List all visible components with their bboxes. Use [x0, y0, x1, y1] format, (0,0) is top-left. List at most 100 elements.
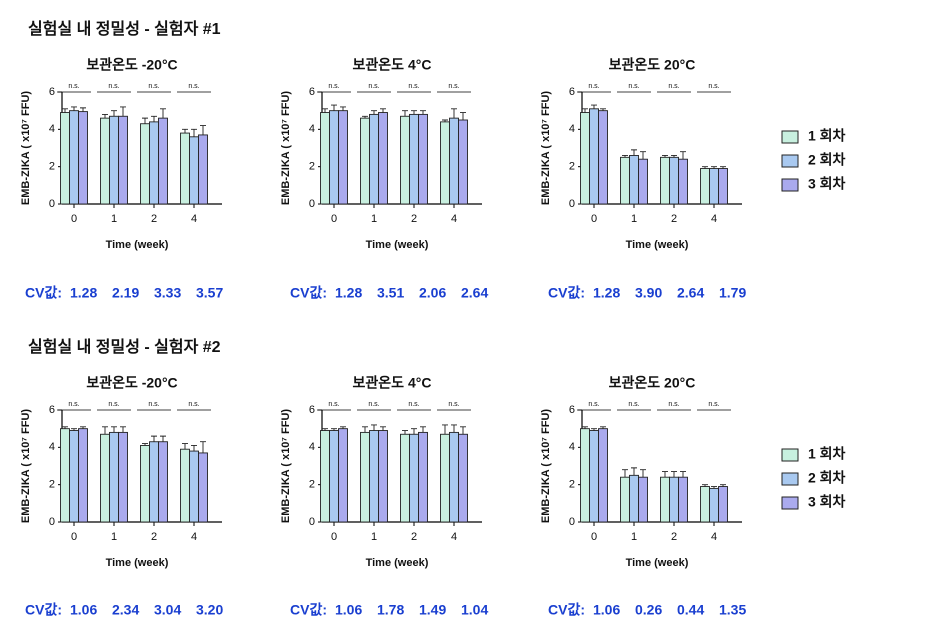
cv-value: 1.35 — [719, 602, 746, 618]
bar — [60, 112, 70, 205]
section-title: 실험실 내 정밀성 - 실험자 #1 — [28, 19, 221, 38]
bar — [580, 112, 590, 205]
cv-value: 1.49 — [419, 602, 446, 618]
cv-value: 3.04 — [154, 602, 181, 618]
y-tick-label: 2 — [49, 161, 55, 173]
x-axis-label: Time (week) — [106, 557, 169, 569]
error-bar — [631, 467, 637, 476]
bar — [60, 428, 70, 523]
bar — [678, 476, 688, 523]
x-tick-label: 0 — [331, 531, 337, 543]
significance-label: n.s. — [108, 401, 119, 408]
error-bar — [582, 108, 588, 113]
x-tick-label: 1 — [371, 531, 377, 543]
cv-label: CV값: — [25, 602, 62, 618]
error-bar — [371, 110, 377, 115]
x-tick-label: 1 — [631, 531, 637, 543]
error-bar — [720, 484, 726, 487]
significance-label: n.s. — [628, 401, 639, 408]
bar — [598, 428, 608, 523]
significance-label: n.s. — [708, 401, 719, 408]
error-bar — [80, 426, 86, 429]
error-bar — [111, 110, 117, 117]
bar — [140, 445, 150, 523]
x-tick-label: 0 — [591, 531, 597, 543]
bar — [369, 430, 379, 523]
error-bar — [62, 426, 68, 429]
bar — [100, 433, 110, 523]
x-tick-label: 4 — [191, 213, 197, 225]
legend-swatch — [781, 154, 799, 168]
cv-value: 0.44 — [677, 602, 704, 618]
error-bar — [702, 166, 708, 169]
bar — [700, 486, 710, 523]
bar — [158, 441, 168, 523]
bar — [78, 428, 88, 523]
bar — [158, 117, 168, 205]
chart-title: 보관온도 20°C — [609, 375, 696, 391]
bar — [109, 115, 119, 205]
error-bar — [80, 107, 86, 112]
y-tick-label: 0 — [569, 516, 575, 528]
y-tick-label: 6 — [569, 86, 575, 98]
y-tick-label: 2 — [309, 479, 315, 491]
cv-value: 3.51 — [377, 285, 404, 301]
error-bar — [102, 426, 108, 435]
error-bar — [111, 426, 117, 433]
bar — [449, 431, 459, 523]
x-tick-label: 4 — [711, 531, 717, 543]
error-bar — [591, 428, 597, 431]
error-bar — [380, 426, 386, 431]
x-axis-label: Time (week) — [626, 239, 689, 251]
y-tick-label: 4 — [49, 441, 55, 453]
error-bar — [582, 426, 588, 429]
bar — [180, 448, 190, 523]
bar — [409, 433, 419, 523]
significance-label: n.s. — [328, 401, 339, 408]
x-tick-label: 2 — [151, 213, 157, 225]
significance-label: n.s. — [668, 83, 679, 90]
legend-label: 3 회차 — [808, 494, 846, 510]
significance-label: n.s. — [668, 401, 679, 408]
bar — [638, 158, 648, 205]
y-tick-label: 2 — [309, 161, 315, 173]
error-bar — [371, 424, 377, 431]
x-tick-label: 1 — [371, 213, 377, 225]
bar — [709, 168, 719, 205]
y-tick-label: 0 — [49, 516, 55, 528]
error-bar — [331, 428, 337, 431]
legend-label: 2 회차 — [808, 152, 846, 168]
bar — [709, 487, 719, 523]
error-bar — [151, 435, 157, 442]
y-tick-label: 2 — [569, 161, 575, 173]
y-tick-label: 2 — [569, 479, 575, 491]
error-bar — [411, 110, 417, 115]
cv-label: CV값: — [290, 285, 327, 301]
x-tick-label: 4 — [451, 531, 457, 543]
error-bar — [71, 106, 77, 111]
bar — [329, 110, 339, 205]
error-bar — [411, 428, 417, 435]
error-bar — [671, 155, 677, 158]
y-axis-label: EMB-ZIKA ( x10⁷ FFU) — [540, 91, 552, 205]
significance-label: n.s. — [188, 83, 199, 90]
x-axis-label: Time (week) — [626, 557, 689, 569]
error-bar — [680, 471, 686, 478]
error-bar — [120, 426, 126, 433]
x-tick-label: 4 — [711, 213, 717, 225]
y-axis-label: EMB-ZIKA ( x10⁷ FFU) — [20, 91, 32, 205]
x-tick-label: 1 — [111, 531, 117, 543]
bar — [598, 110, 608, 205]
bar — [69, 110, 79, 205]
error-bar — [151, 115, 157, 122]
legend-swatch — [781, 472, 799, 486]
bar — [378, 430, 388, 523]
bar — [440, 433, 450, 523]
cv-label: CV값: — [25, 285, 62, 301]
cv-value: 1.79 — [719, 285, 746, 301]
x-tick-label: 2 — [671, 531, 677, 543]
y-tick-label: 0 — [569, 198, 575, 210]
x-axis-label: Time (week) — [106, 239, 169, 251]
bar — [338, 428, 348, 523]
error-bar — [442, 119, 448, 122]
